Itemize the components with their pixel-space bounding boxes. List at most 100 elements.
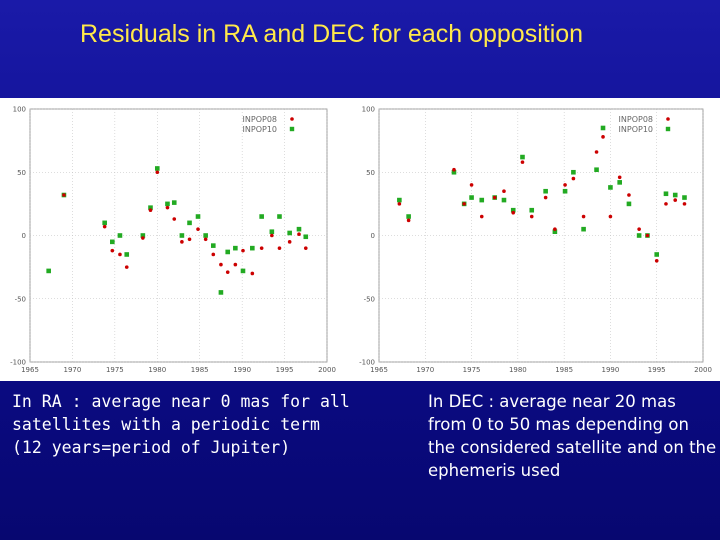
chart-dec-series0-point-6: [492, 195, 497, 200]
chart-dec-series1-point-24: [663, 191, 669, 197]
chart-dec-series1-point-2: [451, 169, 457, 175]
chart-dec-series1-point-11: [543, 188, 548, 194]
chart-ra-series0-point-21: [270, 233, 274, 238]
chart-ra-xtick-label-7: 2000: [318, 366, 336, 374]
chart-ra-xtick-label-6: 1995: [276, 366, 294, 374]
chart-ra-series1-point-23: [277, 214, 282, 219]
chart-ra-series0-point-19: [250, 271, 255, 276]
caption-ra: In RA : average near 0 mas for all satel…: [12, 392, 350, 457]
chart-dec: 1965 1970 1975 1980 1985 1990 1995 2000 100 50 0 -5…: [359, 106, 712, 375]
chart-ra-series1-point-24: [287, 230, 292, 236]
chart-ra-series1-point-5: [124, 252, 130, 257]
chart-dec-series1-point-12: [552, 229, 558, 235]
chart-ra-series0-point-11: [187, 237, 192, 242]
chart-ra-xtick-label-4: 1985: [191, 366, 209, 374]
slide-title: Residuals in RA and DEC for each opposit…: [80, 20, 584, 48]
chart-ra-xtick-label-0: 1965: [21, 366, 39, 374]
chart-ra-legend-marker-1: [289, 126, 295, 132]
chart-dec-legend-label-0: INPOP08: [619, 115, 653, 124]
chart-dec-series1-point-20: [626, 201, 632, 207]
chart-ra-ytick-label-2: 0: [22, 232, 26, 240]
chart-dec-series1-point-8: [510, 207, 516, 213]
title-bar: Residuals in RA and DEC for each opposit…: [0, 0, 720, 90]
chart-ra-series1-point-7: [148, 205, 153, 210]
chart-ra-series1-point-19: [240, 268, 246, 274]
chart-dec-series0-point-4: [469, 183, 474, 187]
chart-ra-series0-point-23: [287, 240, 292, 244]
chart-ra: 1965 1970 1975 1980 1985 1990 1995 2000 100 50 0 -5…: [10, 106, 336, 375]
chart-dec-series0-point-15: [581, 214, 586, 219]
chart-dec-series0-point-22: [645, 233, 650, 238]
chart-dec-series1-point-9: [520, 154, 525, 160]
chart-ra-series0-point-18: [241, 248, 245, 253]
chart-ra-legend-label-0: INPOP08: [243, 115, 277, 124]
chart-ra-series0-point-4: [124, 265, 129, 269]
chart-ra-series1-point-15: [210, 243, 216, 248]
chart-ra-series1-point-26: [303, 234, 309, 240]
chart-dec-series0-point-18: [608, 214, 613, 219]
chart-dec-ytick-label-0: 100: [362, 106, 375, 114]
chart-dec-ytick-label-1: 50: [366, 169, 375, 177]
chart-ra-series0-point-22: [277, 246, 282, 250]
chart-ra-series1-point-25: [296, 226, 302, 232]
chart-dec-xtick-label-6: 1995: [648, 366, 666, 374]
chart-dec-series1-point-21: [636, 233, 642, 238]
chart-dec-series0-point-10: [529, 214, 534, 219]
chart-dec-ytick-label-3: -50: [364, 295, 375, 303]
chart-ra-series1-point-21: [259, 214, 264, 219]
chart-ra-series0-point-17: [233, 262, 238, 267]
chart-dec-series0-point-16: [594, 150, 599, 154]
chart-ra-panel: 1965 1970 1975 1980 1985 1990 1995 2000 100 50 0 -5…: [0, 98, 352, 381]
chart-ra-series0-point-12: [196, 227, 200, 231]
chart-dec-xtick-label-0: 1965: [370, 366, 388, 374]
chart-dec-xtick-label-1: 1970: [416, 366, 434, 374]
chart-dec-xtick-label-3: 1980: [509, 366, 527, 374]
chart-ra-series1-point-4: [117, 233, 123, 238]
chart-ra-series1-point-12: [187, 220, 192, 226]
chart-dec-xtick-label-2: 1975: [463, 366, 481, 374]
caption-dec: In DEC : average near 20 mas from 0 to 5…: [428, 392, 717, 480]
chart-ra-series1-point-8: [154, 166, 160, 171]
chart-ra-series0-point-8: [165, 205, 170, 210]
chart-ra-series0-point-1: [102, 224, 107, 229]
chart-ra-legend-marker-0: [290, 117, 294, 121]
chart-dec-series1-point-13: [562, 188, 568, 194]
chart-dec-series0-point-2: [452, 167, 456, 172]
chart-ra-series1-point-14: [203, 233, 208, 238]
chart-ra-legend-label-1: INPOP10: [243, 125, 277, 134]
chart-ra-series1-point-9: [165, 201, 170, 207]
chart-ra-series1-point-22: [269, 229, 275, 235]
chart-dec-series1-point-10: [529, 207, 535, 213]
chart-dec-legend-marker-1: [665, 126, 671, 132]
chart-ra-series1-point-11: [179, 233, 185, 238]
chart-dec-series1-point-14: [571, 169, 576, 175]
chart-dec-series0-point-20: [627, 193, 631, 197]
chart-ra-series1-point-0: [46, 268, 51, 274]
chart-dec-xtick-label-4: 1985: [555, 366, 573, 374]
chart-ra-series0-point-5: [141, 236, 145, 240]
chart-ra-series0-point-13: [203, 237, 208, 242]
chart-dec-series1-point-4: [469, 195, 474, 200]
chart-dec-xtick-label-5: 1990: [602, 366, 620, 374]
chart-dec-series0-point-21: [637, 227, 641, 231]
chart-ra-series0-point-24: [297, 232, 301, 237]
chart-dec-series1-point-16: [594, 167, 599, 173]
chart-ra-series1-point-10: [171, 200, 177, 205]
chart-dec-panel: 1965 1970 1975 1980 1985 1990 1995 2000 100 50 0 -5…: [352, 98, 720, 381]
chart-ra-series0-point-7: [155, 170, 160, 175]
chart-ra-xtick-label-5: 1990: [233, 366, 251, 374]
chart-dec-series0-point-1: [406, 218, 411, 223]
chart-ra-ytick-label-0: 100: [13, 106, 26, 114]
chart-dec-xtick-label-7: 2000: [694, 366, 712, 374]
chart-ra-xtick-label-2: 1975: [106, 366, 124, 374]
chart-ra-ytick-label-4: -100: [10, 359, 26, 367]
chart-dec-series0-point-17: [601, 135, 605, 139]
chart-ra-series0-point-10: [180, 240, 184, 244]
chart-ra-series1-point-13: [195, 214, 201, 219]
chart-dec-ytick-label-4: -100: [359, 359, 375, 367]
chart-ra-series1-point-6: [140, 233, 146, 238]
chart-ra-series0-point-16: [225, 270, 230, 274]
chart-ra-xtick-label-1: 1970: [64, 366, 82, 374]
chart-ra-series1-point-3: [110, 239, 115, 245]
chart-ra-series0-point-6: [148, 208, 153, 212]
